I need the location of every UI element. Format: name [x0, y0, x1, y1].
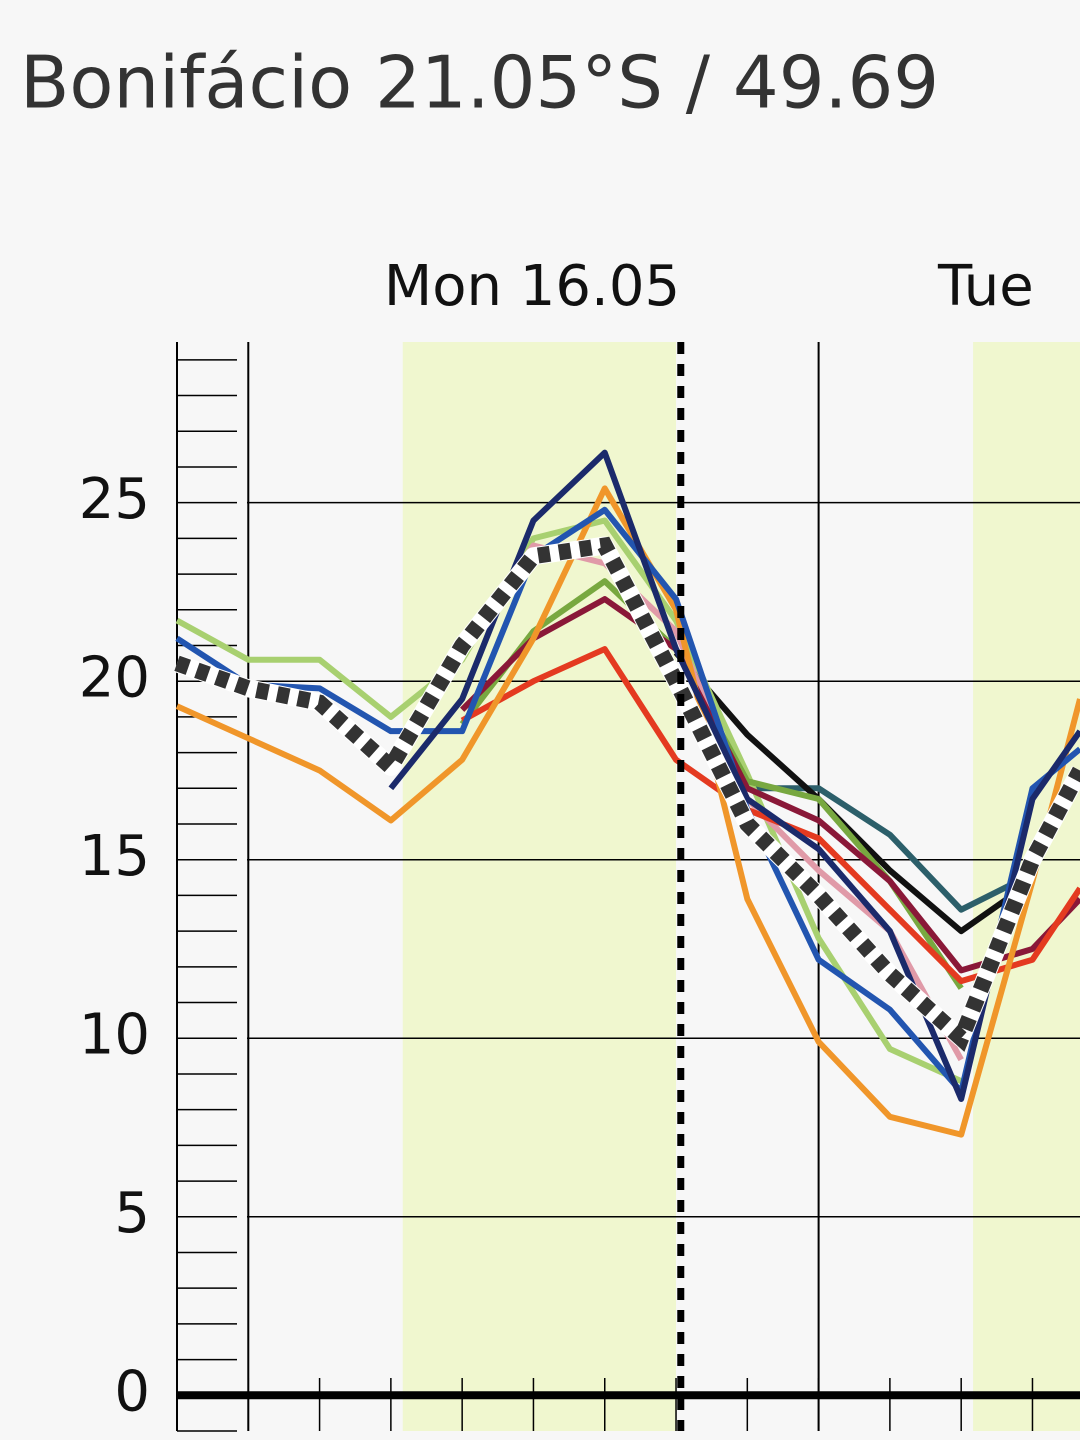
y-tick-label: 10	[79, 1002, 150, 1067]
y-tick-label: 25	[79, 467, 150, 532]
daylight-band	[402, 342, 677, 1431]
y-tick-label: 20	[79, 645, 150, 710]
day-label: Mon 16.05	[384, 254, 680, 319]
day-label: Tue	[937, 254, 1034, 319]
y-tick-label: 15	[79, 824, 150, 889]
y-tick-label: 5	[114, 1181, 150, 1246]
chart-title: Bonifácio 21.05°S / 49.69	[20, 41, 939, 125]
series-line	[673, 650, 1035, 935]
series-line-halo	[174, 536, 1080, 1048]
series-line	[747, 785, 1034, 913]
y-tick-label: 0	[114, 1359, 150, 1424]
